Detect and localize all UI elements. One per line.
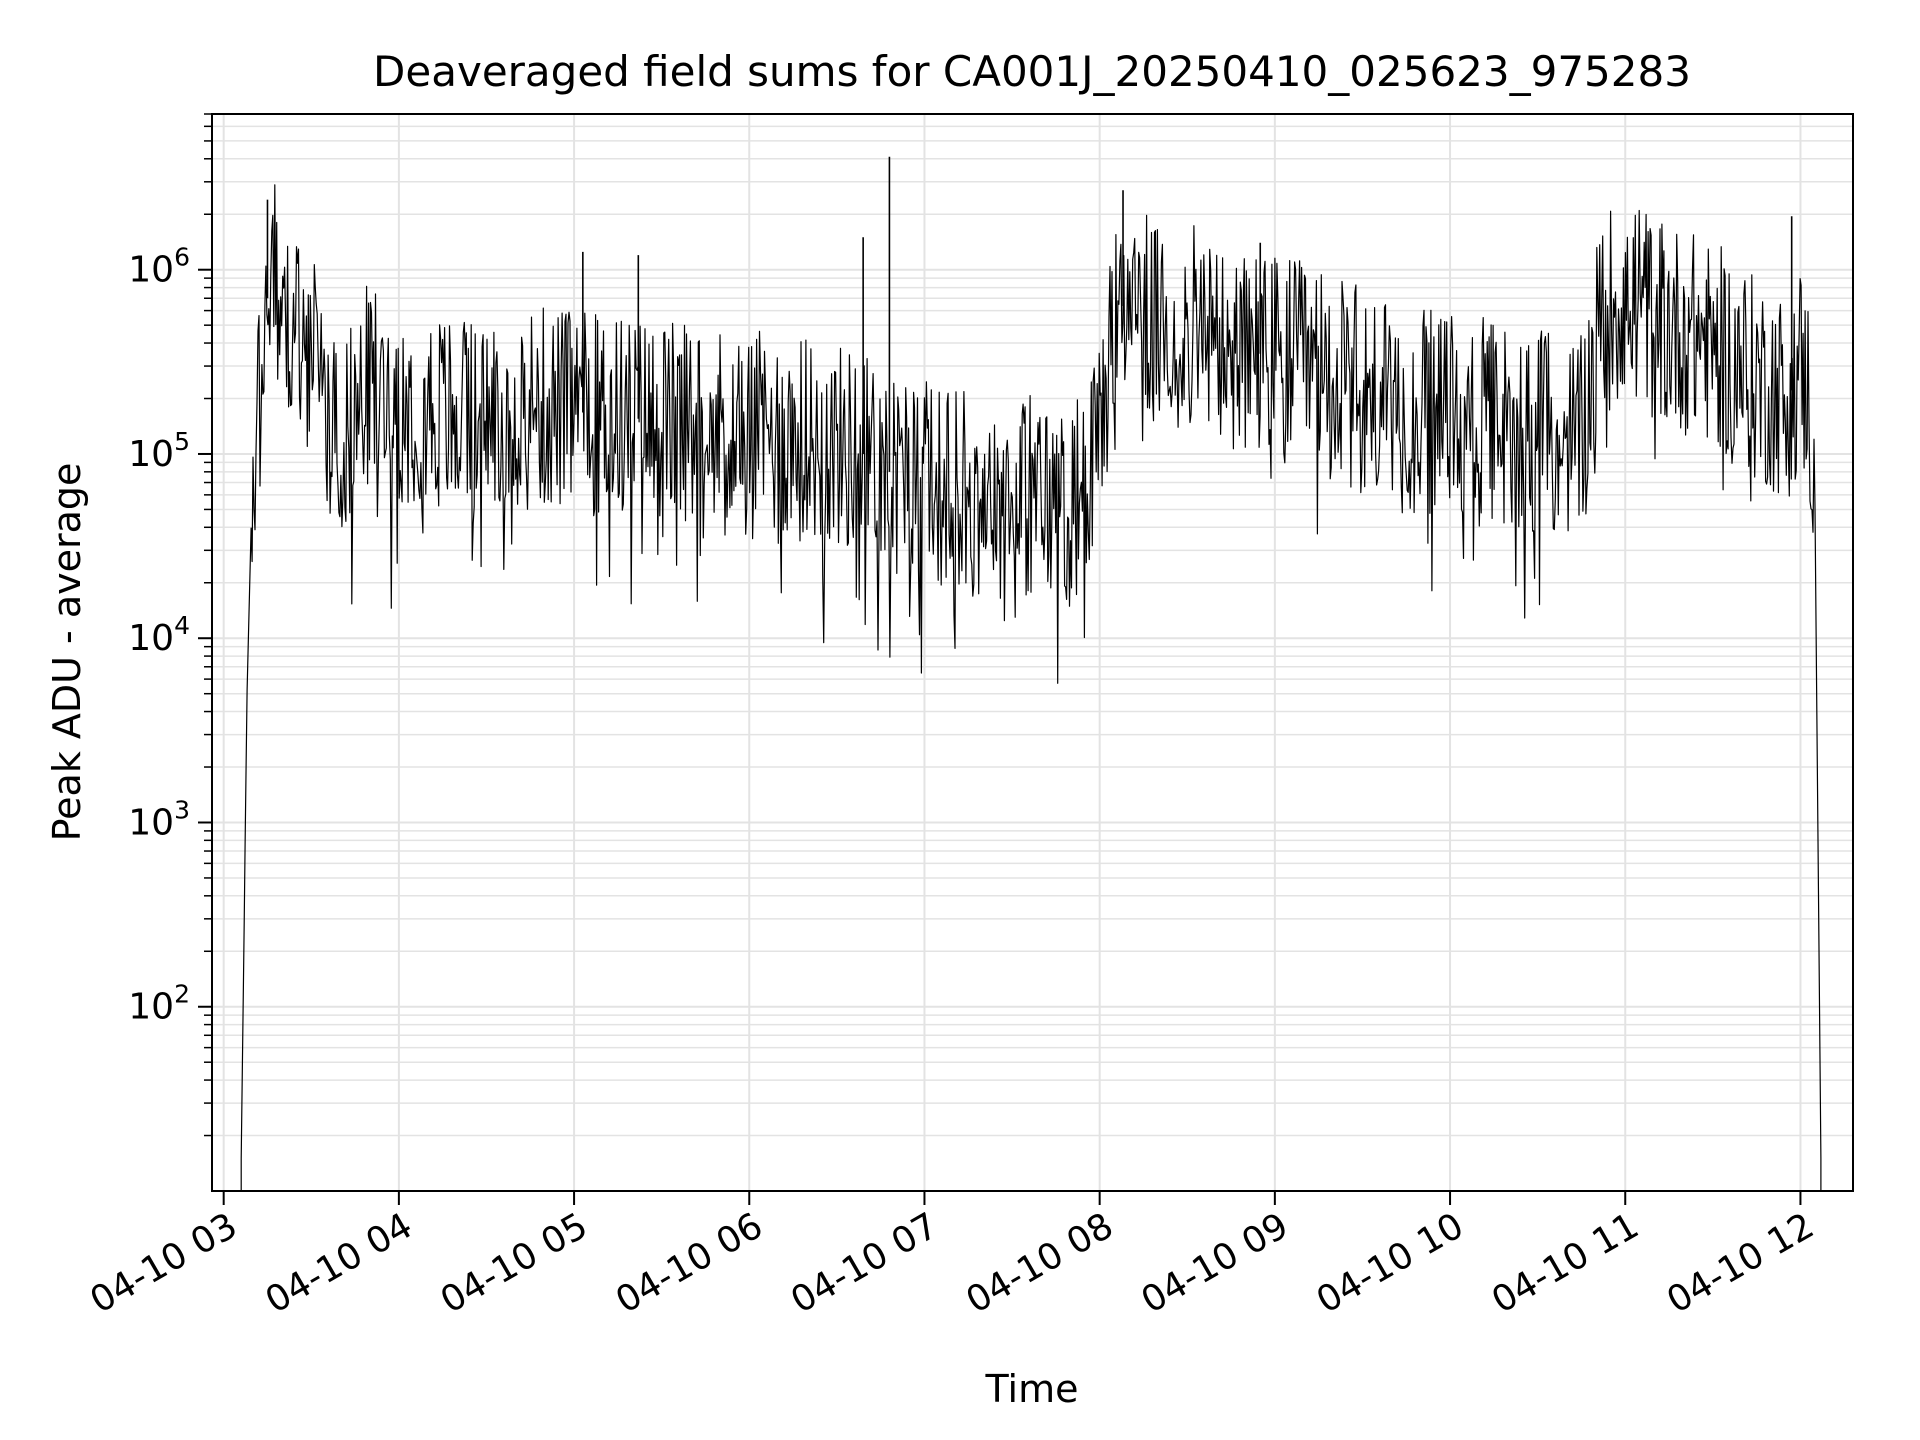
data-trace [240,156,1822,1191]
plot-frame [211,113,1854,1192]
y-tick-exponent: 2 [174,980,190,1009]
chart-title: Deaveraged field sums for CA001J_2025041… [373,47,1691,96]
y-axis-label: Peak ADU - average [45,463,89,842]
x-axis-label: Time [985,1367,1079,1411]
y-tick-exponent: 5 [174,427,190,456]
y-tick-exponent: 6 [174,243,190,272]
y-tick-exponent: 3 [174,795,190,824]
y-tick-exponent: 4 [174,611,190,640]
y-tick-label: 102 [128,980,190,1028]
series-line [240,184,1822,1191]
